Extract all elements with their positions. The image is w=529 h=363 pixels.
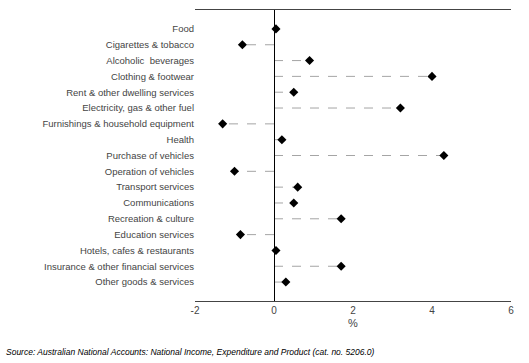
svg-text:Communications: Communications [123, 197, 194, 208]
svg-text:Cigarettes & tobacco: Cigarettes & tobacco [106, 39, 194, 50]
svg-text:Alcoholic beverages: Alcoholic beverages [106, 55, 194, 66]
svg-text:Food: Food [172, 23, 194, 34]
svg-text:Hotels, cafes & restaurants: Hotels, cafes & restaurants [80, 245, 194, 256]
svg-text:Rent & other dwelling services: Rent & other dwelling services [66, 87, 194, 98]
svg-text:0: 0 [271, 305, 277, 316]
svg-text:Purchase of vehicles: Purchase of vehicles [106, 150, 194, 161]
svg-text:2: 2 [350, 305, 356, 316]
svg-text:Recreation & culture: Recreation & culture [108, 213, 194, 224]
svg-text:Insurance & other financial se: Insurance & other financial services [44, 261, 194, 272]
svg-text:Education services: Education services [114, 229, 194, 240]
svg-text:Source: Australian National Ac: Source: Australian National Accounts: Na… [6, 347, 375, 357]
svg-text:Other goods & services: Other goods & services [95, 276, 194, 287]
svg-text:Health: Health [167, 134, 194, 145]
svg-text:Furnishings & household equipm: Furnishings & household equipment [42, 118, 194, 129]
svg-text:-2: -2 [191, 305, 200, 316]
svg-text:6: 6 [508, 305, 514, 316]
svg-text:Electricity, gas & other fuel: Electricity, gas & other fuel [82, 102, 194, 113]
svg-text:Operation of vehicles: Operation of vehicles [105, 166, 194, 177]
svg-text:4: 4 [429, 305, 435, 316]
svg-text:Clothing & footwear: Clothing & footwear [111, 71, 194, 82]
svg-text:Transport services: Transport services [116, 181, 194, 192]
svg-text:%: % [348, 317, 358, 329]
